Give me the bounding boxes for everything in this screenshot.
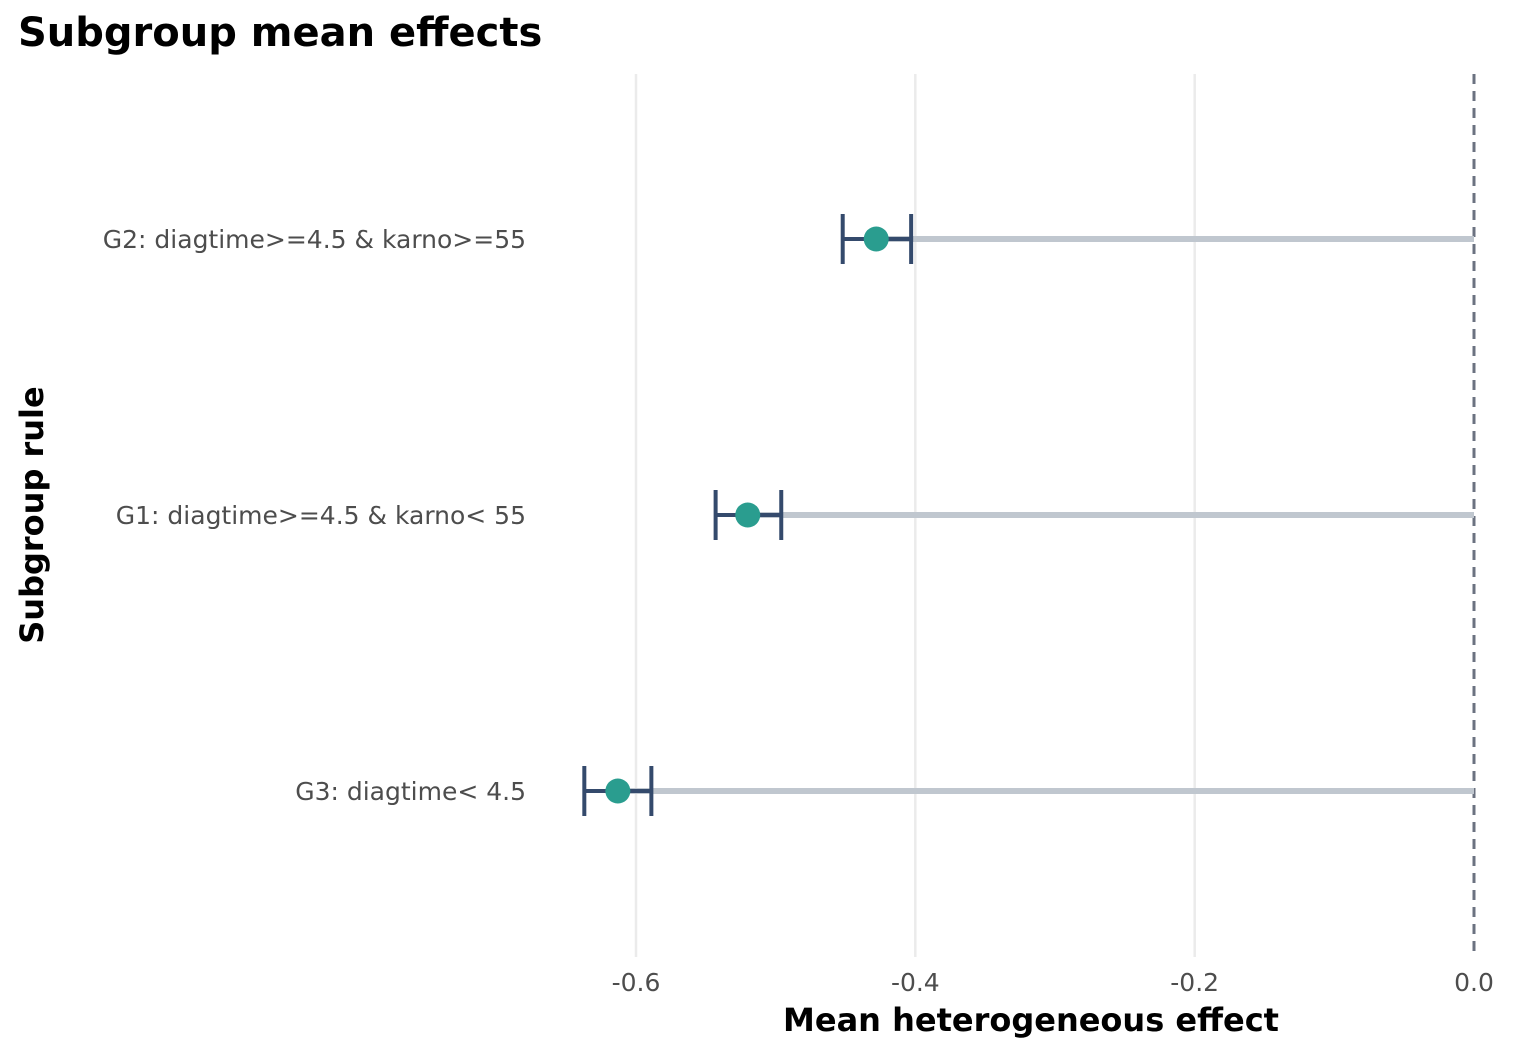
x-tick-label: -0.4 <box>891 968 940 997</box>
y-axis-title: Subgroup rule <box>13 386 51 643</box>
x-axis-ticks: -0.6 -0.4 -0.2 0.0 <box>612 968 1494 997</box>
y-category-label: G2: diagtime>=4.5 & karno>=55 <box>103 225 526 254</box>
x-tick-label: -0.6 <box>612 968 661 997</box>
estimate-point <box>605 778 631 804</box>
data-marks <box>582 214 1474 816</box>
estimate-point <box>735 502 761 528</box>
x-tick-label: -0.2 <box>1170 968 1219 997</box>
y-category-label: G1: diagtime>=4.5 & karno< 55 <box>116 501 526 530</box>
estimate-point <box>863 226 889 252</box>
y-axis-labels: G2: diagtime>=4.5 & karno>=55 G1: diagtim… <box>103 225 526 806</box>
x-axis-title: Mean heterogeneous effect <box>783 1001 1279 1039</box>
chart-title: Subgroup mean effects <box>18 10 542 56</box>
y-category-label: G3: diagtime< 4.5 <box>295 777 526 806</box>
x-tick-label: 0.0 <box>1454 968 1494 997</box>
